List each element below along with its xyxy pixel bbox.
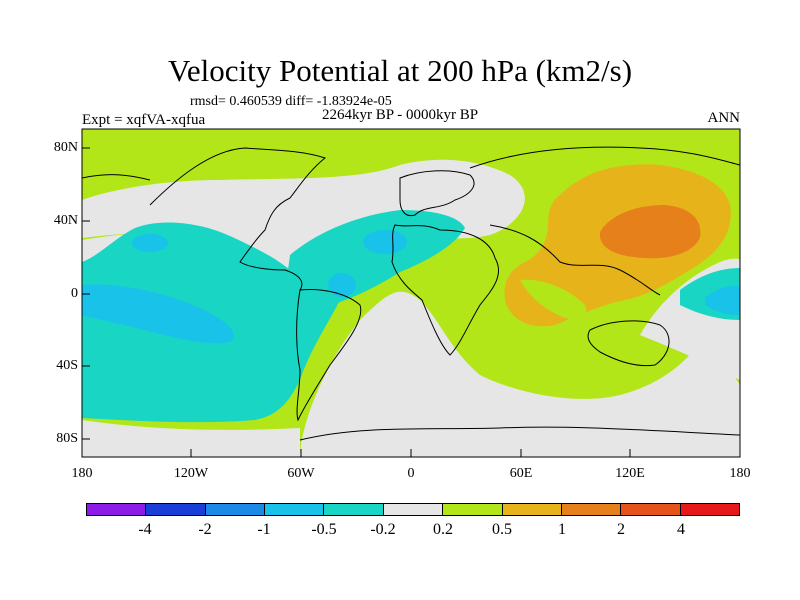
period-text: 2264kyr BP - 0000kyr BP [322, 107, 479, 123]
page-title: Velocity Potential at 200 hPa (km2/s) [167, 53, 633, 88]
contour-fill-neutral-southern-ocean [300, 291, 740, 457]
colorbar-swatch-3 [265, 504, 325, 515]
colorbar-label: 0.5 [492, 521, 512, 538]
colorbar-swatch-4 [324, 504, 384, 515]
colorbar-label: -0.5 [311, 521, 337, 538]
contour-fill-blue-dateline [705, 285, 740, 316]
colorbar-swatch-7 [502, 504, 562, 515]
contour-fill-darkorange-east-asia [599, 205, 701, 259]
contour-fill-blue-brazil [328, 273, 356, 297]
lon-label-120e: 120E [615, 466, 645, 481]
lon-label-0: 0 [407, 466, 415, 481]
contour-fill-blue-ne-pacific [132, 234, 168, 252]
colorbar-swatch-8 [561, 504, 622, 515]
lon-label-180e: 180 [729, 466, 751, 481]
colorbar [86, 503, 740, 516]
colorbar-swatch-0 [87, 504, 147, 515]
contour-fill-green-tongue [520, 279, 587, 320]
lon-label-60w: 60W [287, 466, 315, 481]
stats-text: rmsd= 0.460539 diff= -1.83924e-05 [190, 94, 392, 109]
colorbar-label: 0.2 [433, 521, 453, 538]
lat-label-80n: 80N [53, 140, 78, 155]
lat-label-40n: 40N [53, 213, 78, 228]
colorbar-label: -2 [198, 521, 212, 538]
colorbar-label: -0.2 [370, 521, 396, 538]
colorbar-swatch-5 [383, 504, 444, 515]
colorbar-label: -1 [257, 521, 271, 538]
colorbar-swatch-10 [680, 504, 739, 515]
axis-ticks [82, 147, 631, 457]
contour-fill-neutral-south-pacific [82, 420, 300, 457]
coastlines [82, 146, 740, 441]
lon-label-120w: 120W [173, 466, 209, 481]
colorbar-swatch-2 [205, 504, 266, 515]
colorbar-label: -4 [138, 521, 152, 538]
lon-label-180w: 180 [71, 466, 93, 481]
season-label: ANN [707, 110, 741, 126]
colorbar-swatch-1 [146, 504, 206, 515]
contour-fill-neutral-north-atlantic [82, 159, 525, 270]
colorbar-label: 1 [558, 521, 566, 538]
colorbar-label: 2 [617, 521, 625, 538]
contour-fill-blue-atlantic [363, 230, 407, 254]
lon-label-60e: 60E [509, 466, 533, 481]
colorbar-swatch-6 [443, 504, 503, 515]
lat-label-40s: 40S [56, 358, 78, 373]
colorbar-label: 4 [677, 521, 685, 538]
lat-label-80s: 80S [56, 431, 78, 446]
contour-fill-blue-tropical-pacific [82, 284, 234, 344]
lat-label-0: 0 [71, 286, 78, 301]
experiment-label: Expt = xqfVA-xqfua [82, 112, 206, 128]
colorbar-swatch-9 [621, 504, 681, 515]
contour-field [82, 129, 740, 457]
